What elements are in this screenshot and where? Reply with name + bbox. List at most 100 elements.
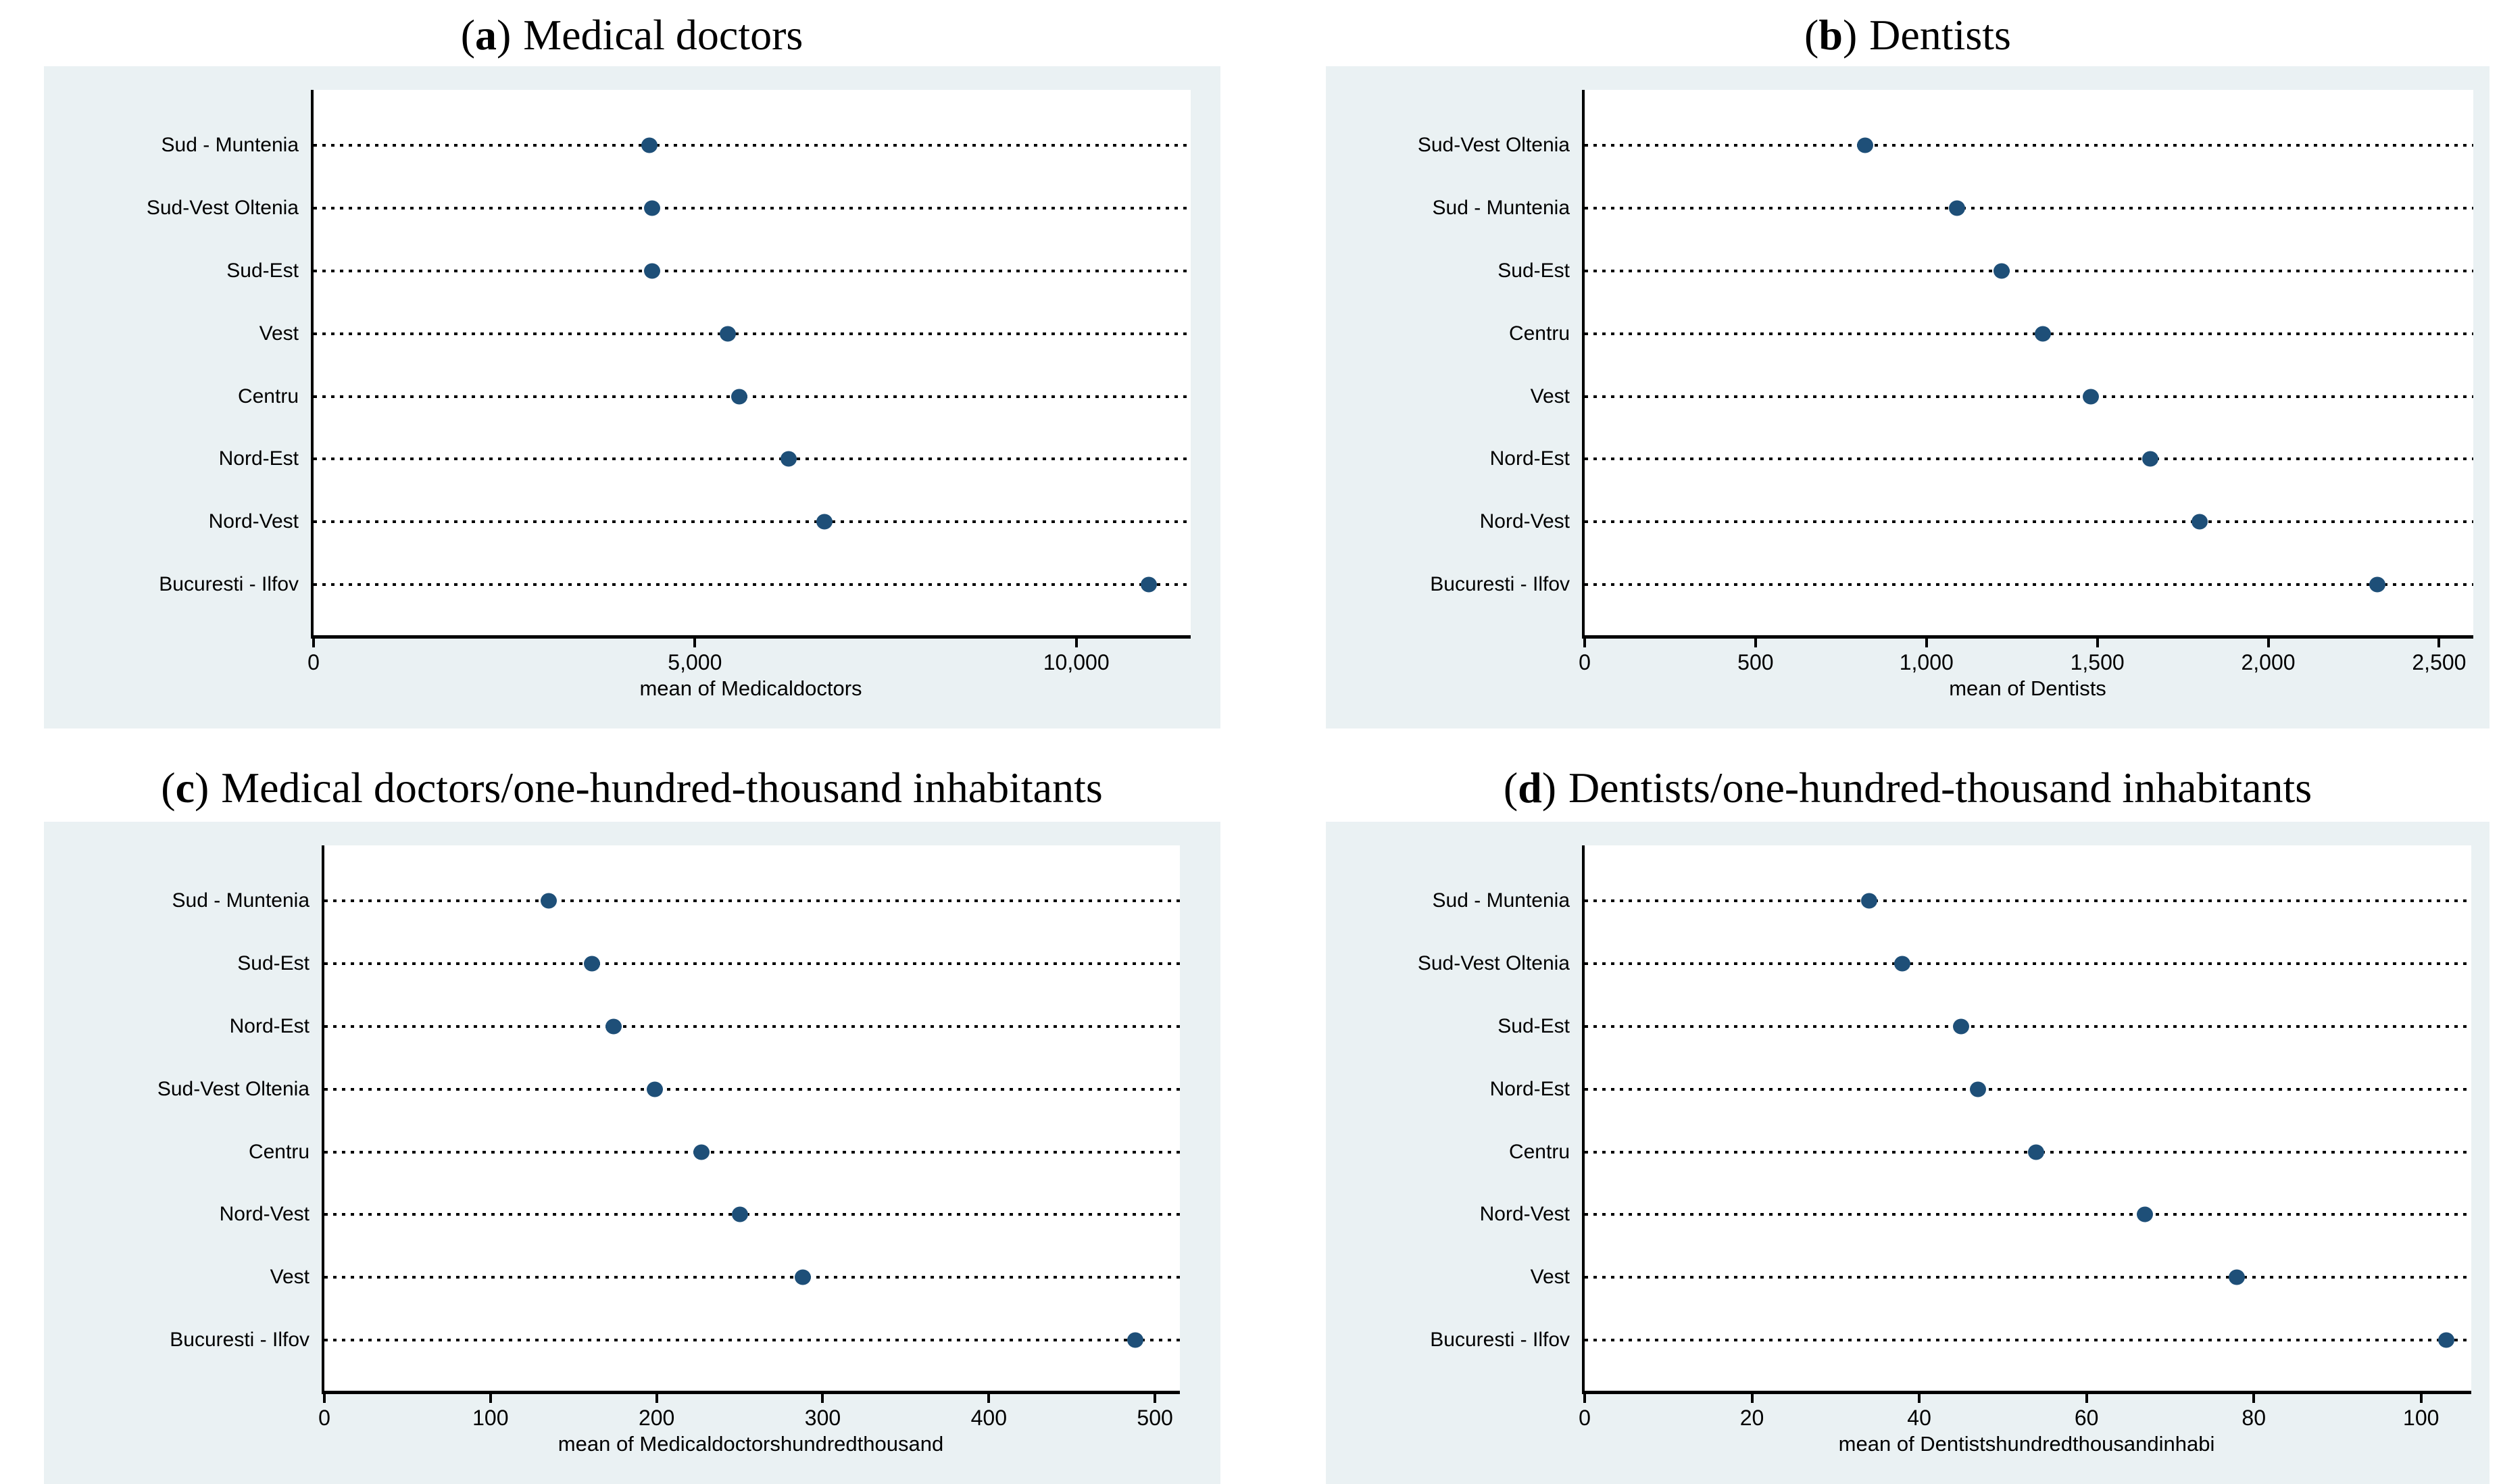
category-label: Nord-Vest bbox=[219, 1203, 309, 1225]
data-point-dot bbox=[1969, 1081, 1986, 1097]
x-axis-tick bbox=[1074, 635, 1078, 647]
panel-title-b: (b) Dentists bbox=[1804, 10, 2011, 60]
x-axis-tick-label: 1,000 bbox=[1899, 650, 1954, 674]
dotted-gridline bbox=[324, 1088, 1180, 1091]
panel-title-c: (c) Medical doctors/one-hundred-thousand … bbox=[161, 763, 1103, 813]
category-label: Bucuresti - Ilfov bbox=[159, 573, 299, 595]
x-axis-tick bbox=[1750, 1391, 1754, 1403]
dotted-gridline bbox=[1585, 1025, 2471, 1028]
category-label: Centru bbox=[248, 1141, 309, 1163]
data-point-dot bbox=[2142, 451, 2159, 467]
x-axis-tick-label: 400 bbox=[970, 1406, 1007, 1430]
x-axis-tick bbox=[1583, 635, 1586, 647]
title-paren-close: ) bbox=[497, 11, 512, 59]
dotted-gridline bbox=[1585, 457, 2473, 460]
category-label: Bucuresti - Ilfov bbox=[170, 1329, 309, 1351]
x-axis-tick-label: 5,000 bbox=[668, 650, 722, 674]
title-panel-letter: c bbox=[175, 764, 195, 812]
x-axis-tick-label: 40 bbox=[1907, 1406, 1931, 1430]
title-panel-letter: d bbox=[1518, 764, 1542, 812]
dotted-gridline bbox=[314, 583, 1191, 586]
chart-area-d: 0 20 40 60 80 100 Sud - Muntenia Sud-Vest Olten… bbox=[1326, 822, 2490, 1484]
data-point-dot bbox=[794, 1269, 811, 1285]
dotted-gridline bbox=[314, 520, 1191, 523]
data-point-dot bbox=[583, 956, 600, 972]
x-axis-tick bbox=[2252, 1391, 2256, 1403]
category-label: Sud - Muntenia bbox=[1432, 889, 1570, 912]
x-axis-tick-label: 100 bbox=[472, 1406, 509, 1430]
dotted-gridline bbox=[314, 457, 1191, 460]
category-label: Centru bbox=[1508, 1141, 1570, 1163]
category-label: Sud-Vest Oltenia bbox=[157, 1078, 309, 1100]
category-label: Bucuresti - Ilfov bbox=[1430, 1329, 1570, 1351]
dotted-gridline bbox=[314, 332, 1191, 335]
x-axis-tick bbox=[2419, 1391, 2423, 1403]
category-label: Sud-Est bbox=[1497, 259, 1570, 282]
data-point-dot bbox=[1860, 893, 1877, 909]
category-label: Bucuresti - Ilfov bbox=[1430, 573, 1570, 595]
title-paren-open: ( bbox=[1804, 11, 1819, 59]
x-axis-tick bbox=[655, 1391, 658, 1403]
category-label: Nord-Vest bbox=[208, 510, 299, 533]
category-label: Nord-Est bbox=[1489, 1078, 1570, 1100]
data-point-dot bbox=[1949, 200, 1966, 216]
category-label: Vest bbox=[1530, 385, 1570, 407]
chart-area-c: 0 100 200 300 400 500 Sud - Muntenia Sud-Est Nor… bbox=[44, 822, 1220, 1484]
data-point-dot bbox=[781, 451, 797, 467]
data-point-dot bbox=[2034, 326, 2051, 342]
x-axis-tick-label: 20 bbox=[1739, 1406, 1764, 1430]
data-point-dot bbox=[2229, 1269, 2246, 1285]
category-label: Sud-Vest Oltenia bbox=[1417, 134, 1570, 156]
x-axis-tick bbox=[2096, 635, 2099, 647]
dotted-gridline bbox=[324, 1213, 1180, 1216]
x-axis-tick-label: 10,000 bbox=[1043, 650, 1110, 674]
x-axis-tick-label: 80 bbox=[2242, 1406, 2266, 1430]
x-axis-label: mean of Medicaldoctorshundredthousand bbox=[558, 1432, 944, 1456]
dotted-gridline bbox=[324, 1151, 1180, 1154]
data-point-dot bbox=[2437, 1332, 2454, 1348]
plot-area-b: 0 500 1,000 1,500 2,000 2,500 bbox=[1579, 90, 2473, 673]
x-axis-tick bbox=[1754, 635, 1757, 647]
x-axis-tick-label: 0 bbox=[1579, 1406, 1591, 1430]
category-label: Sud-Est bbox=[226, 259, 299, 282]
x-axis-tick-label: 500 bbox=[1737, 650, 1774, 674]
category-label: Vest bbox=[1530, 1266, 1570, 1288]
title-paren-open: ( bbox=[1503, 764, 1518, 812]
dotted-gridline bbox=[1585, 520, 2473, 523]
data-point-dot bbox=[644, 200, 661, 216]
data-point-dot bbox=[816, 514, 833, 530]
panel-title-a: (a) Medical doctors bbox=[461, 10, 803, 60]
x-axis-tick bbox=[1154, 1391, 1157, 1403]
category-label: Vest bbox=[259, 322, 299, 345]
category-label: Nord-Vest bbox=[1479, 1203, 1570, 1225]
category-label: Sud - Muntenia bbox=[1432, 197, 1570, 219]
dotted-gridline bbox=[1585, 332, 2473, 335]
x-axis-tick bbox=[1918, 1391, 1921, 1403]
dotted-gridline bbox=[1585, 1151, 2471, 1154]
title-panel-letter: b bbox=[1818, 11, 1843, 59]
title-text: Medical doctors bbox=[523, 11, 803, 59]
title-paren-open: ( bbox=[161, 764, 176, 812]
dotted-gridline bbox=[1585, 395, 2473, 398]
category-label: Sud-Vest Oltenia bbox=[1417, 952, 1570, 974]
dotted-gridline bbox=[1585, 207, 2473, 209]
category-label: Sud - Muntenia bbox=[161, 134, 299, 156]
dotted-gridline bbox=[1585, 899, 2471, 902]
x-axis-tick-label: 500 bbox=[1137, 1406, 1173, 1430]
category-label: Vest bbox=[270, 1266, 309, 1288]
x-axis-tick bbox=[312, 635, 315, 647]
title-text: Dentists bbox=[1869, 11, 2011, 59]
data-point-dot bbox=[731, 1206, 748, 1222]
dotted-gridline bbox=[1585, 1276, 2471, 1279]
category-label: Sud-Vest Oltenia bbox=[146, 197, 299, 219]
category-label: Centru bbox=[1508, 322, 1570, 345]
title-paren-close: ) bbox=[194, 764, 209, 812]
dotted-gridline bbox=[1585, 270, 2473, 272]
data-point-dot bbox=[2028, 1144, 2045, 1160]
dotted-gridline bbox=[314, 270, 1191, 272]
x-axis-tick bbox=[693, 635, 697, 647]
title-text: Dentists/one-hundred-thousand inhabitant… bbox=[1568, 764, 2312, 812]
data-point-dot bbox=[1140, 576, 1157, 593]
x-axis-label: mean of Dentistshundredthousandinhabi bbox=[1838, 1432, 2215, 1456]
